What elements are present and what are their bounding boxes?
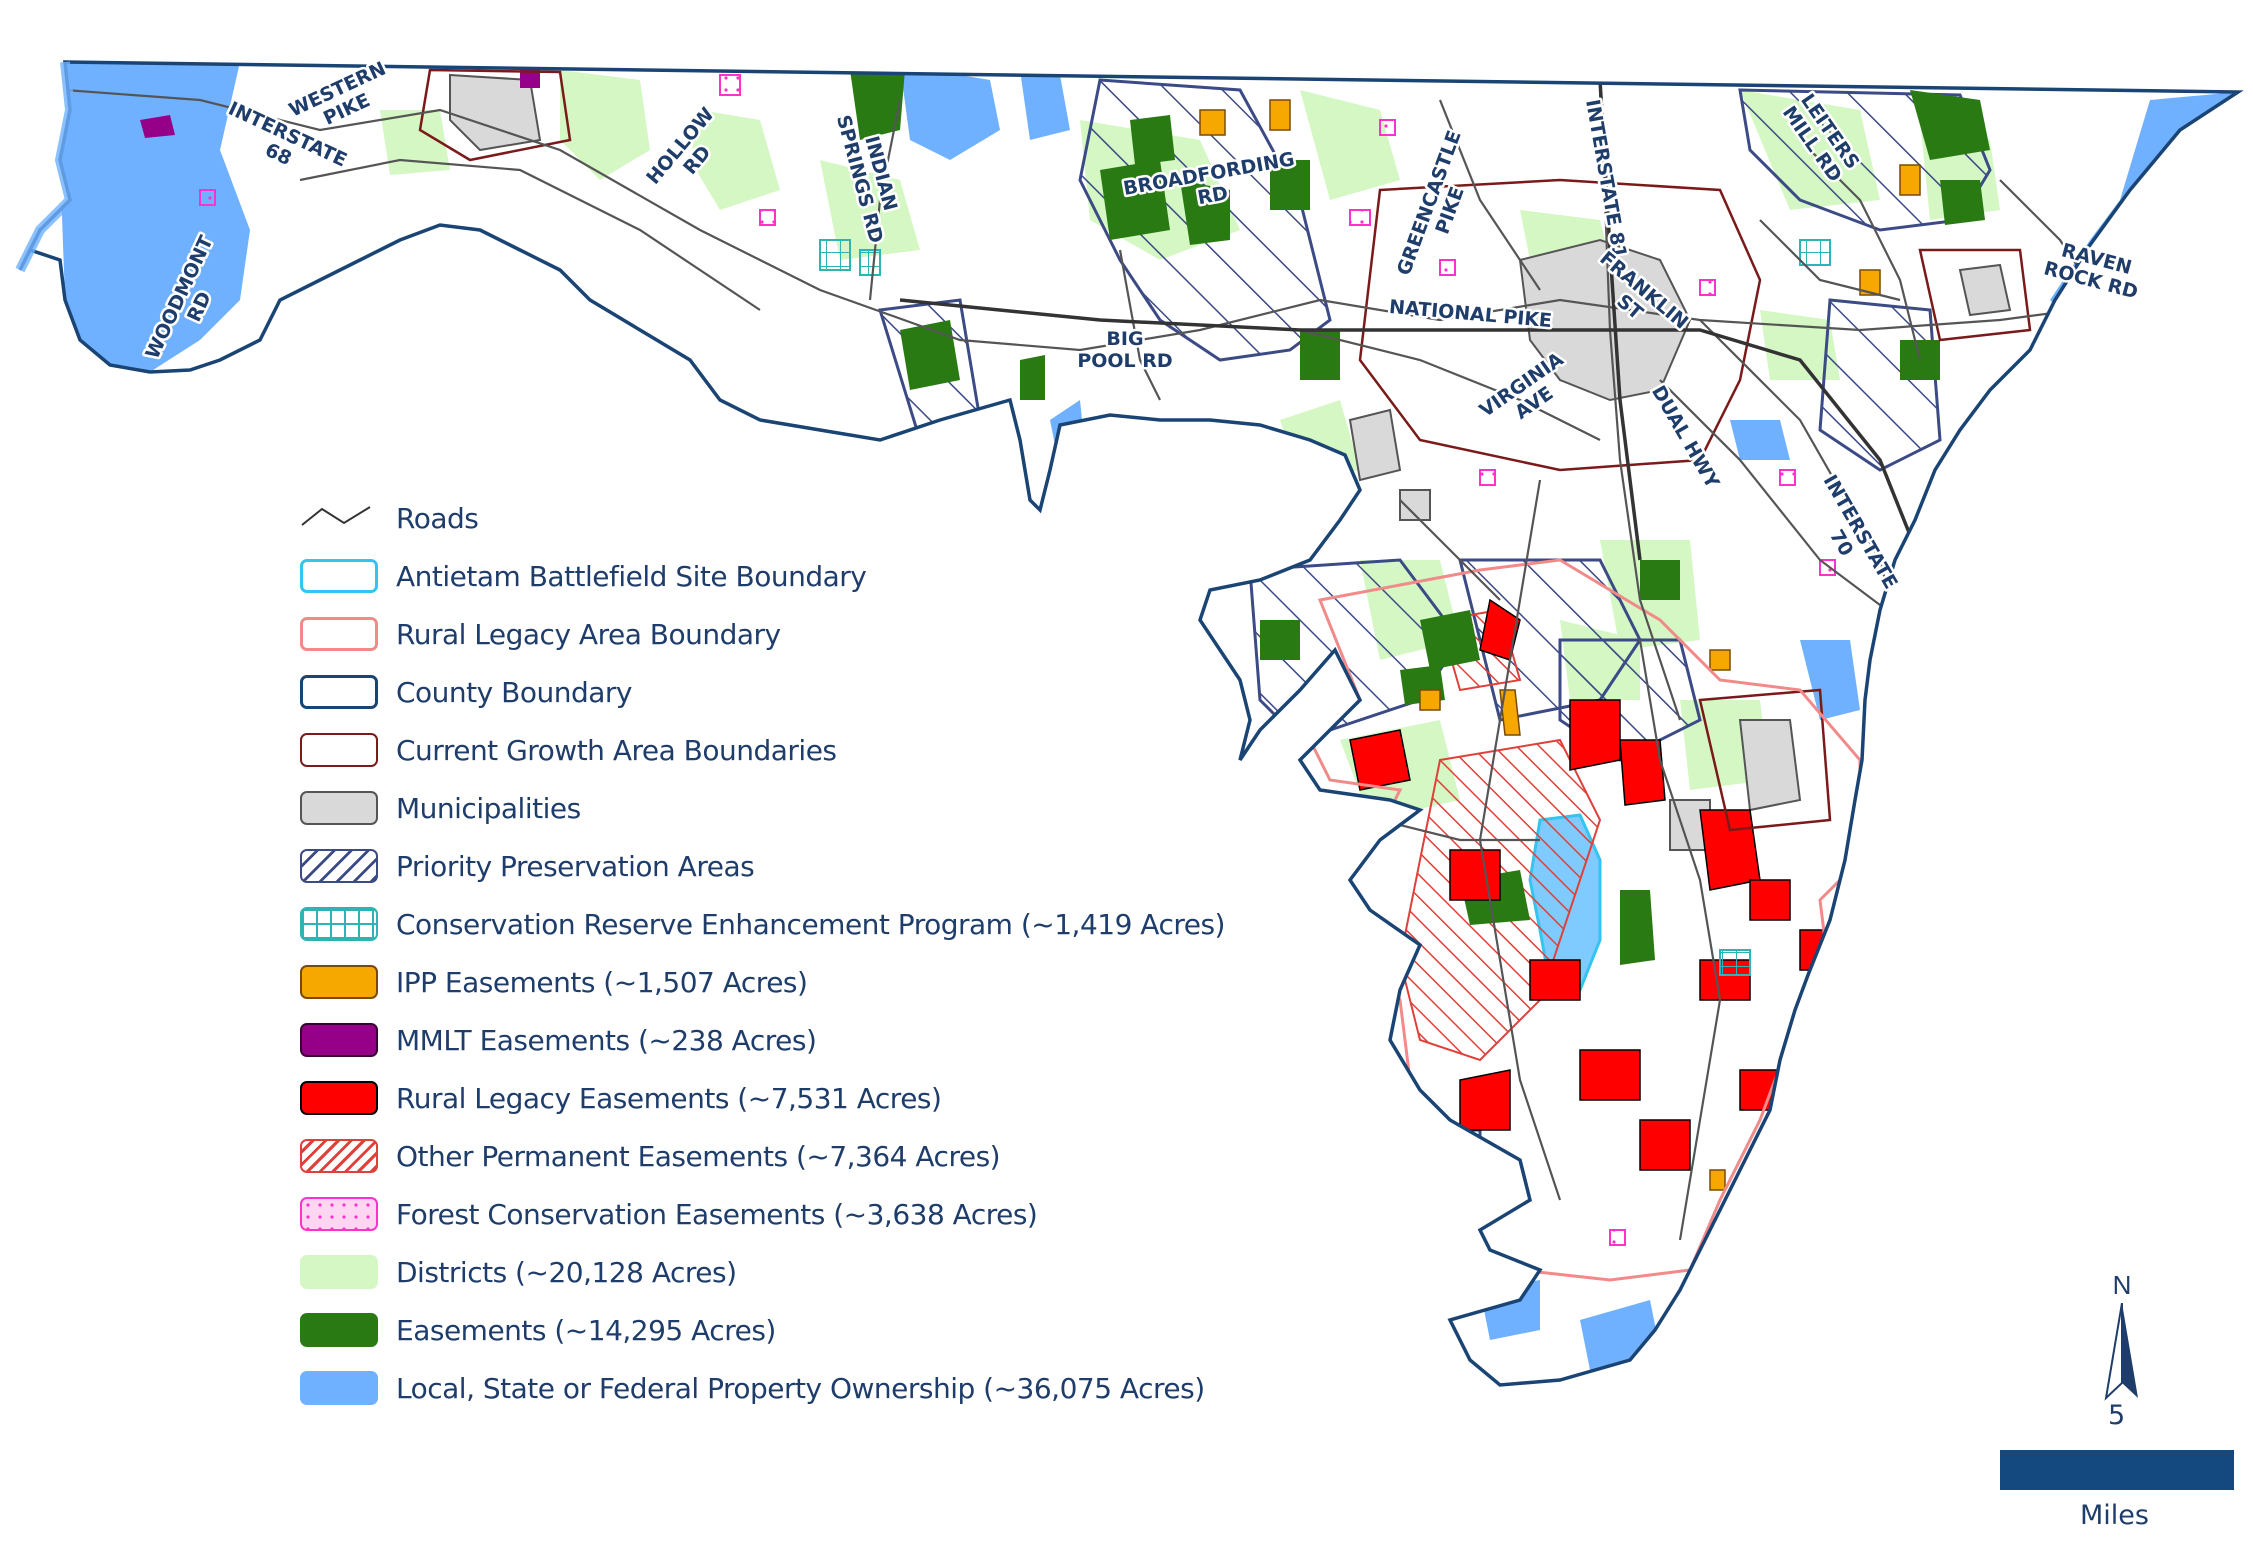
- forest-swatch: [300, 1197, 378, 1231]
- legend-label: Rural Legacy Easements (~7,531 Acres): [396, 1081, 942, 1115]
- legend-label: Forest Conservation Easements (~3,638 Ac…: [396, 1197, 1038, 1231]
- roads-swatch: [301, 506, 371, 526]
- legend-label: MMLT Easements (~238 Acres): [396, 1023, 817, 1057]
- road-label-line: POOL RD: [1077, 350, 1172, 372]
- legend-item-priority: Priority Preservation Areas: [300, 843, 755, 889]
- legend-item-growth: Current Growth Area Boundaries: [300, 727, 837, 773]
- municipalities-layer: [449, 73, 2012, 851]
- legend-item-county: County Boundary: [300, 669, 632, 715]
- mmlt-easement: [140, 115, 175, 138]
- rural-legacy-easements-layer: [1349, 598, 1831, 1171]
- legend-item-battlefield: Antietam Battlefield Site Boundary: [300, 553, 867, 599]
- crep-swatch: [300, 907, 378, 941]
- battlefield-swatch: [300, 559, 378, 593]
- scale-unit: Miles: [2080, 1500, 2149, 1531]
- legend-label: Priority Preservation Areas: [396, 849, 755, 883]
- growth-swatch: [300, 733, 378, 767]
- legend-label: Easements (~14,295 Acres): [396, 1313, 776, 1347]
- road-label-line: BIG: [1106, 328, 1143, 350]
- ipp-easements-layer: [1199, 99, 1921, 1191]
- county-boundary: [18, 60, 2244, 1387]
- scale-bar: [2000, 1450, 2234, 1490]
- north-arrow-icon: [2104, 1303, 2138, 1401]
- county-swatch: [300, 675, 378, 709]
- legend-item-roads: Roads: [300, 495, 479, 541]
- legend-item-municipalities: Municipalities: [300, 785, 581, 831]
- ipp-swatch: [300, 965, 378, 999]
- legend-label: Roads: [396, 501, 479, 535]
- legend-label: County Boundary: [396, 675, 632, 709]
- legend-item-districts: Districts (~20,128 Acres): [300, 1249, 737, 1295]
- mmlt-easement: [520, 68, 540, 88]
- priority-swatch: [300, 849, 378, 883]
- interstate-layer: [899, 79, 1922, 561]
- rural-legacy-easements-swatch: [300, 1081, 378, 1115]
- scale-value: 5: [2108, 1400, 2126, 1431]
- legend-item-public: Local, State or Federal Property Ownersh…: [300, 1365, 1205, 1411]
- municipalities-swatch: [300, 791, 378, 825]
- legend-item-rural-legacy-easements: Rural Legacy Easements (~7,531 Acres): [300, 1075, 942, 1121]
- other-permanent-swatch: [300, 1139, 378, 1173]
- mmlt-swatch: [300, 1023, 378, 1057]
- north-letter: N: [2112, 1270, 2132, 1300]
- easements-swatch: [300, 1313, 378, 1347]
- legend-label: Rural Legacy Area Boundary: [396, 617, 781, 651]
- river-band: [15, 61, 76, 273]
- legend-item-ipp: IPP Easements (~1,507 Acres): [300, 959, 808, 1005]
- legend-item-other-permanent: Other Permanent Easements (~7,364 Acres): [300, 1133, 1001, 1179]
- legend-label: Other Permanent Easements (~7,364 Acres): [396, 1139, 1001, 1173]
- districts-swatch: [300, 1255, 378, 1289]
- legend-label: Current Growth Area Boundaries: [396, 733, 837, 767]
- legend-label: Conservation Reserve Enhancement Program…: [396, 907, 1225, 941]
- legend-item-easements: Easements (~14,295 Acres): [300, 1307, 776, 1353]
- legend-label: Municipalities: [396, 791, 581, 825]
- legend-label: Local, State or Federal Property Ownersh…: [396, 1371, 1205, 1405]
- road-label-line: RD: [1196, 182, 1230, 209]
- county-area: [20, 62, 2238, 1385]
- legend-item-mmlt: MMLT Easements (~238 Acres): [300, 1017, 817, 1063]
- legend-label: IPP Easements (~1,507 Acres): [396, 965, 808, 999]
- growth-area-layer: [418, 68, 2032, 832]
- roads-layer: [64, 88, 2151, 1241]
- legend-item-forest: Forest Conservation Easements (~3,638 Ac…: [300, 1191, 1038, 1237]
- public-swatch: [300, 1371, 378, 1405]
- legend-label: Antietam Battlefield Site Boundary: [396, 559, 867, 593]
- road-label-big-pool-rd: BIG POOL RD: [1077, 328, 1172, 372]
- legend-item-crep: Conservation Reserve Enhancement Program…: [300, 901, 1225, 947]
- legend-label: Districts (~20,128 Acres): [396, 1255, 737, 1289]
- rural-legacy-area-swatch: [300, 617, 378, 651]
- north-arrow: N: [2092, 1270, 2152, 1403]
- legend-item-rural-legacy-area: Rural Legacy Area Boundary: [300, 611, 781, 657]
